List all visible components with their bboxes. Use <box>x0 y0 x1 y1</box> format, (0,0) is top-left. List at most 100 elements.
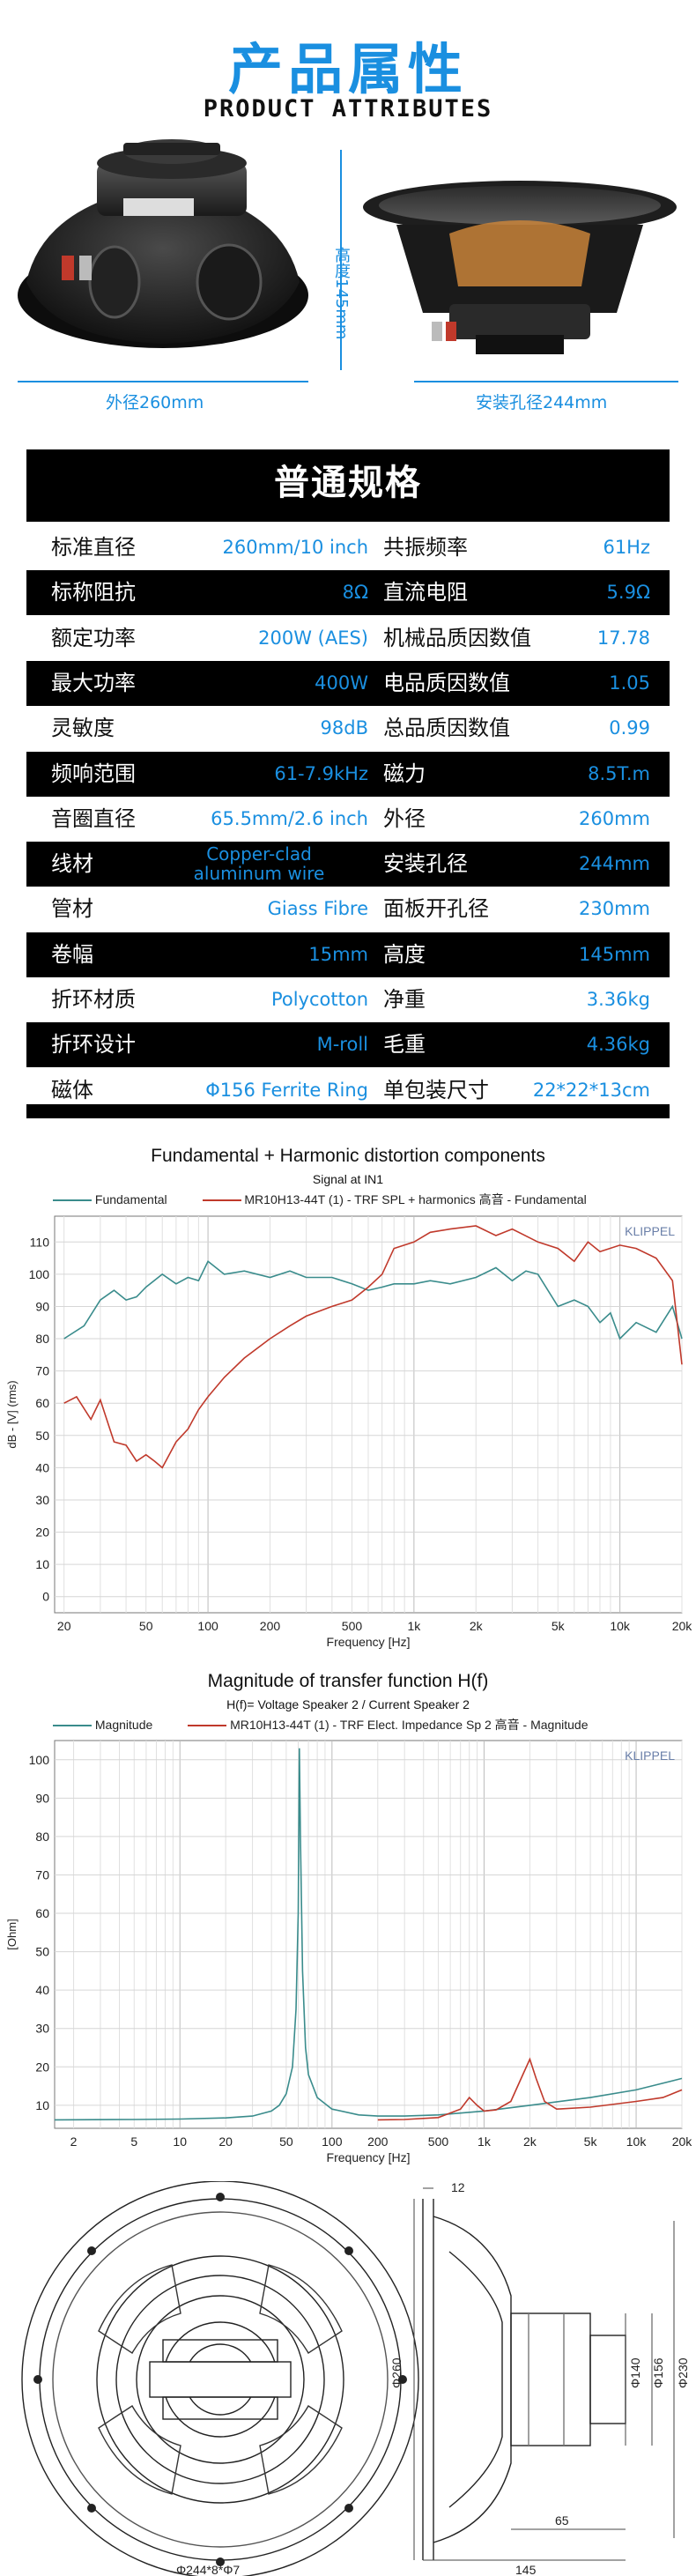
x-tick-label: 100 <box>322 2134 343 2149</box>
x-tick-label: 10 <box>173 2134 187 2149</box>
spec-label: 直流电阻 <box>383 580 468 605</box>
product-photo-back <box>9 132 326 361</box>
x-tick-label: 2 <box>70 2134 78 2149</box>
spec-label: 高度 <box>383 941 426 967</box>
spec-label: 净重 <box>383 987 426 1012</box>
drawing-dim-145: 145 <box>515 2563 537 2576</box>
x-tick-label: 10k <box>610 1619 631 1633</box>
spec-value: 0.99 <box>609 717 650 739</box>
y-tick-label: 30 <box>35 2022 49 2036</box>
spec-row: 卷幅 15mm 高度 145mm <box>26 932 670 977</box>
drawing-dim-65: 65 <box>555 2513 569 2528</box>
drawing-front-outer <box>21 2181 419 2576</box>
y-tick-label: 20 <box>35 2060 49 2074</box>
spec-value: 17.78 <box>596 627 650 649</box>
spec-value: 400W <box>315 672 368 694</box>
y-tick-label: 70 <box>35 1364 49 1378</box>
spec-value: 61Hz <box>603 537 650 558</box>
x-tick-label: 5 <box>130 2134 137 2149</box>
spec-value: 98dB <box>320 717 368 739</box>
spec-row: 管材 Giass Fibre 面板开孔径 230mm <box>26 887 670 932</box>
x-tick-label: 50 <box>139 1619 153 1633</box>
chart2-legend: Magnitude MR10H13-44T (1) - TRF Elect. I… <box>53 1716 687 1733</box>
y-tick-label: 0 <box>42 1590 49 1604</box>
y-tick-label: 90 <box>35 1299 49 1313</box>
y-tick-label: 100 <box>29 1267 50 1281</box>
x-axis-label: Frequency [Hz] <box>327 1635 411 1649</box>
spec-row: 额定功率 200W (AES) 机械品质因数值 17.78 <box>26 616 670 661</box>
chart2-legend-magnitude: Magnitude <box>94 1718 153 1732</box>
x-tick-label: 20k <box>672 1619 693 1633</box>
spec-row: 灵敏度 98dB 总品质因数值 0.99 <box>26 706 670 751</box>
spec-value: 200W (AES) <box>258 627 368 649</box>
spec-label: 标准直径 <box>51 535 136 560</box>
x-tick-label: 5k <box>584 2134 598 2149</box>
x-tick-label: 5k <box>552 1619 566 1633</box>
spec-label: 标称阻抗 <box>51 580 136 605</box>
spec-label: 共振频率 <box>383 535 468 560</box>
chart1-title: Fundamental + Harmonic distortion compon… <box>151 1146 545 1166</box>
spec-value: Polycotton <box>270 989 368 1010</box>
spec-label: 额定功率 <box>51 625 136 650</box>
spec-label: 安装孔径 <box>383 851 468 877</box>
spec-value-line: Copper-clad <box>206 843 312 865</box>
height-label: 高度145mm <box>332 247 351 340</box>
x-tick-label: 20 <box>57 1619 71 1633</box>
x-tick-label: 200 <box>367 2134 389 2149</box>
spec-label: 单包装尺寸 <box>383 1077 489 1102</box>
spec-row: 最大功率 400W 电品质因数值 1.05 <box>26 660 670 706</box>
series-line-teal <box>63 1259 683 1340</box>
y-axis-label: dB - [V] (rms) <box>5 1380 19 1448</box>
spec-label: 磁体 <box>51 1077 93 1102</box>
chart2-legend-impedance: MR10H13-44T (1) - TRF Elect. Impedance S… <box>230 1718 589 1732</box>
x-tick-label: 1k <box>407 1619 421 1633</box>
page-title: 产品属性 <box>227 37 468 101</box>
x-tick-label: 100 <box>197 1619 218 1633</box>
spec-value: 244mm <box>579 853 650 875</box>
chart2-impedance: 10 20 30 40 50 60 70 80 90 100 2 5 10 20 50 100 200 500 1k… <box>5 1740 693 2164</box>
spec-row: 折环材质 Polycotton 净重 3.36kg <box>26 977 670 1022</box>
spec-value: 5.9Ω <box>606 582 650 604</box>
plot-area <box>54 1740 683 2129</box>
spec-value: Φ156 Ferrite Ring <box>205 1079 368 1101</box>
spec-value-line: aluminum wire <box>193 863 325 885</box>
spec-label: 外径 <box>383 805 426 831</box>
y-tick-label: 10 <box>35 2098 49 2112</box>
chart1-distortion: 0 10 20 30 40 50 60 70 80 90 100 110 20 50 100 200 500 1k… <box>5 1215 693 1649</box>
spec-label: 管材 <box>51 896 93 922</box>
drawing-dim-156: Φ156 <box>651 2357 665 2388</box>
series-line-red <box>377 2057 683 2121</box>
spec-label: 毛重 <box>383 1032 426 1058</box>
chart2-title: Magnitude of transfer function H(f) <box>207 1671 489 1691</box>
spec-row: 折环设计 M-roll 毛重 4.36kg <box>26 1022 670 1068</box>
spec-value: 15mm <box>308 943 368 965</box>
spec-value: 145mm <box>579 943 650 965</box>
spec-value: 3.36kg <box>586 989 650 1010</box>
spec-value: 8Ω <box>342 582 368 604</box>
x-tick-label: 50 <box>279 2134 293 2149</box>
drawing-dim-260: Φ260 <box>389 2357 404 2388</box>
y-tick-label: 40 <box>35 1983 49 1997</box>
spec-label: 折环材质 <box>51 987 136 1012</box>
spec-label: 机械品质因数值 <box>383 625 531 650</box>
y-tick-label: 50 <box>35 1945 49 1959</box>
y-tick-label: 20 <box>35 1526 49 1540</box>
spec-value: 65.5mm/2.6 inch <box>211 807 368 829</box>
spec-label: 线材 <box>51 851 93 877</box>
drawing-dim-mount-holes: Φ244*8*Φ7 <box>176 2563 240 2576</box>
spec-row: 音圈直径 65.5mm/2.6 inch 外径 260mm <box>26 797 670 842</box>
spec-value: M-roll <box>316 1034 368 1056</box>
x-tick-label: 2k <box>470 1619 484 1633</box>
spec-row: 磁体 Φ156 Ferrite Ring 单包装尺寸 22*22*13cm <box>26 1068 670 1113</box>
drawing-dim-230: Φ230 <box>676 2357 690 2388</box>
x-tick-label: 1k <box>478 2134 492 2149</box>
mount-hole-label: 安装孔径244mm <box>476 393 608 412</box>
spec-value: Giass Fibre <box>267 898 368 920</box>
x-tick-label: 20k <box>672 2134 693 2149</box>
y-tick-label: 60 <box>35 1906 49 1920</box>
y-tick-label: 80 <box>35 1830 49 1844</box>
spec-value: 1.05 <box>609 672 650 694</box>
chart1-legend: Fundamental MR10H13-44T (1) - TRF SPL + … <box>53 1191 687 1208</box>
spec-label: 电品质因数值 <box>383 670 510 695</box>
spec-label: 面板开孔径 <box>383 896 489 922</box>
